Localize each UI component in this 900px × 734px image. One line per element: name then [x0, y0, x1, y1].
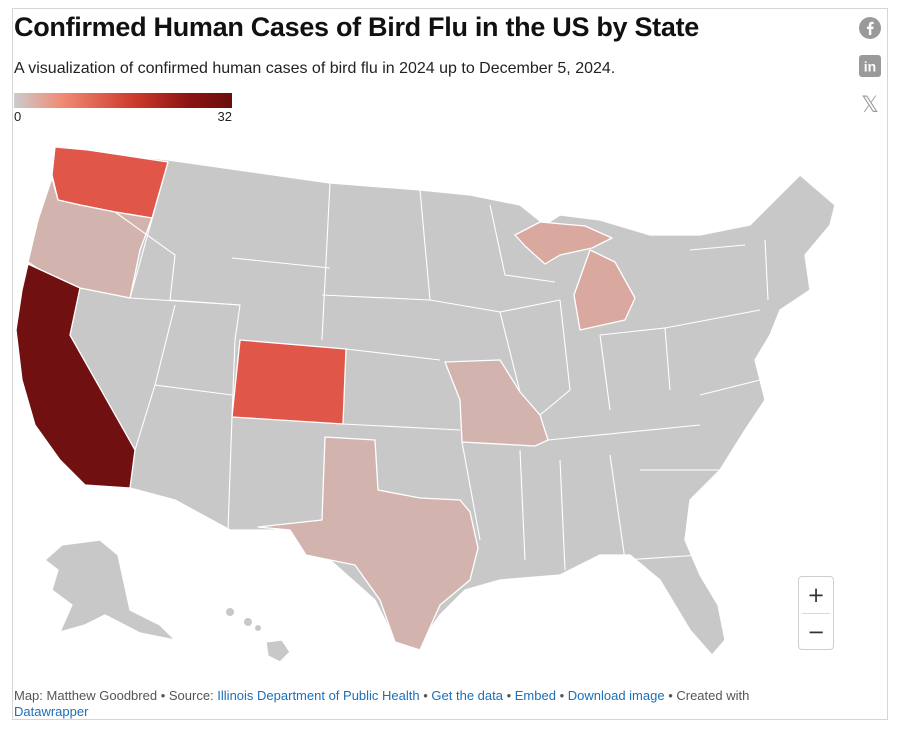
us-map: [15, 146, 836, 663]
state-hawaii[interactable]: [265, 639, 291, 663]
state-michigan-upper[interactable]: [514, 221, 613, 265]
hawaii-island: [244, 618, 252, 626]
embed-link[interactable]: Embed: [514, 688, 556, 703]
page-title: Confirmed Human Cases of Bird Flu in the…: [14, 12, 699, 42]
created-with-label: Created with: [676, 688, 750, 703]
datawrapper-link[interactable]: Datawrapper: [14, 704, 89, 719]
legend-max-label: 32: [217, 109, 232, 124]
state-borders: [114, 161, 769, 571]
map-credit: Map: Matthew Goodbred: [14, 688, 158, 703]
state-texas[interactable]: [257, 436, 479, 651]
download-image-link[interactable]: Download image: [567, 688, 665, 703]
state-oregon[interactable]: [27, 177, 153, 299]
hawaii-island: [255, 625, 261, 631]
get-data-link[interactable]: Get the data: [431, 688, 503, 703]
x-icon[interactable]: 𝕏: [858, 92, 882, 116]
state-colorado[interactable]: [231, 339, 347, 425]
state-alaska[interactable]: [44, 539, 176, 641]
source-link[interactable]: Illinois Department of Public Health: [217, 688, 420, 703]
x-glyph: 𝕏: [861, 93, 879, 116]
facebook-icon[interactable]: [858, 16, 882, 40]
chart-frame: [12, 8, 888, 720]
hawaii-island: [226, 608, 234, 616]
linkedin-glyph: in: [864, 59, 876, 75]
zoom-out-button[interactable]: −: [799, 614, 833, 650]
color-legend: 0 32: [14, 93, 232, 124]
share-bar: in 𝕏: [858, 16, 884, 130]
zoom-in-button[interactable]: +: [799, 577, 833, 613]
zoom-control: + −: [798, 576, 834, 650]
zoom-divider: [802, 613, 830, 614]
page-subtitle: A visualization of confirmed human cases…: [14, 60, 616, 77]
source-label: Source:: [168, 688, 214, 703]
linkedin-icon[interactable]: in: [858, 54, 882, 78]
footer: Map: Matthew Goodbred • Source: Illinois…: [14, 688, 750, 719]
state-michigan-lower[interactable]: [573, 249, 636, 331]
legend-gradient-bar: [14, 93, 232, 108]
legend-min-label: 0: [14, 109, 22, 124]
state-california[interactable]: [15, 263, 136, 489]
